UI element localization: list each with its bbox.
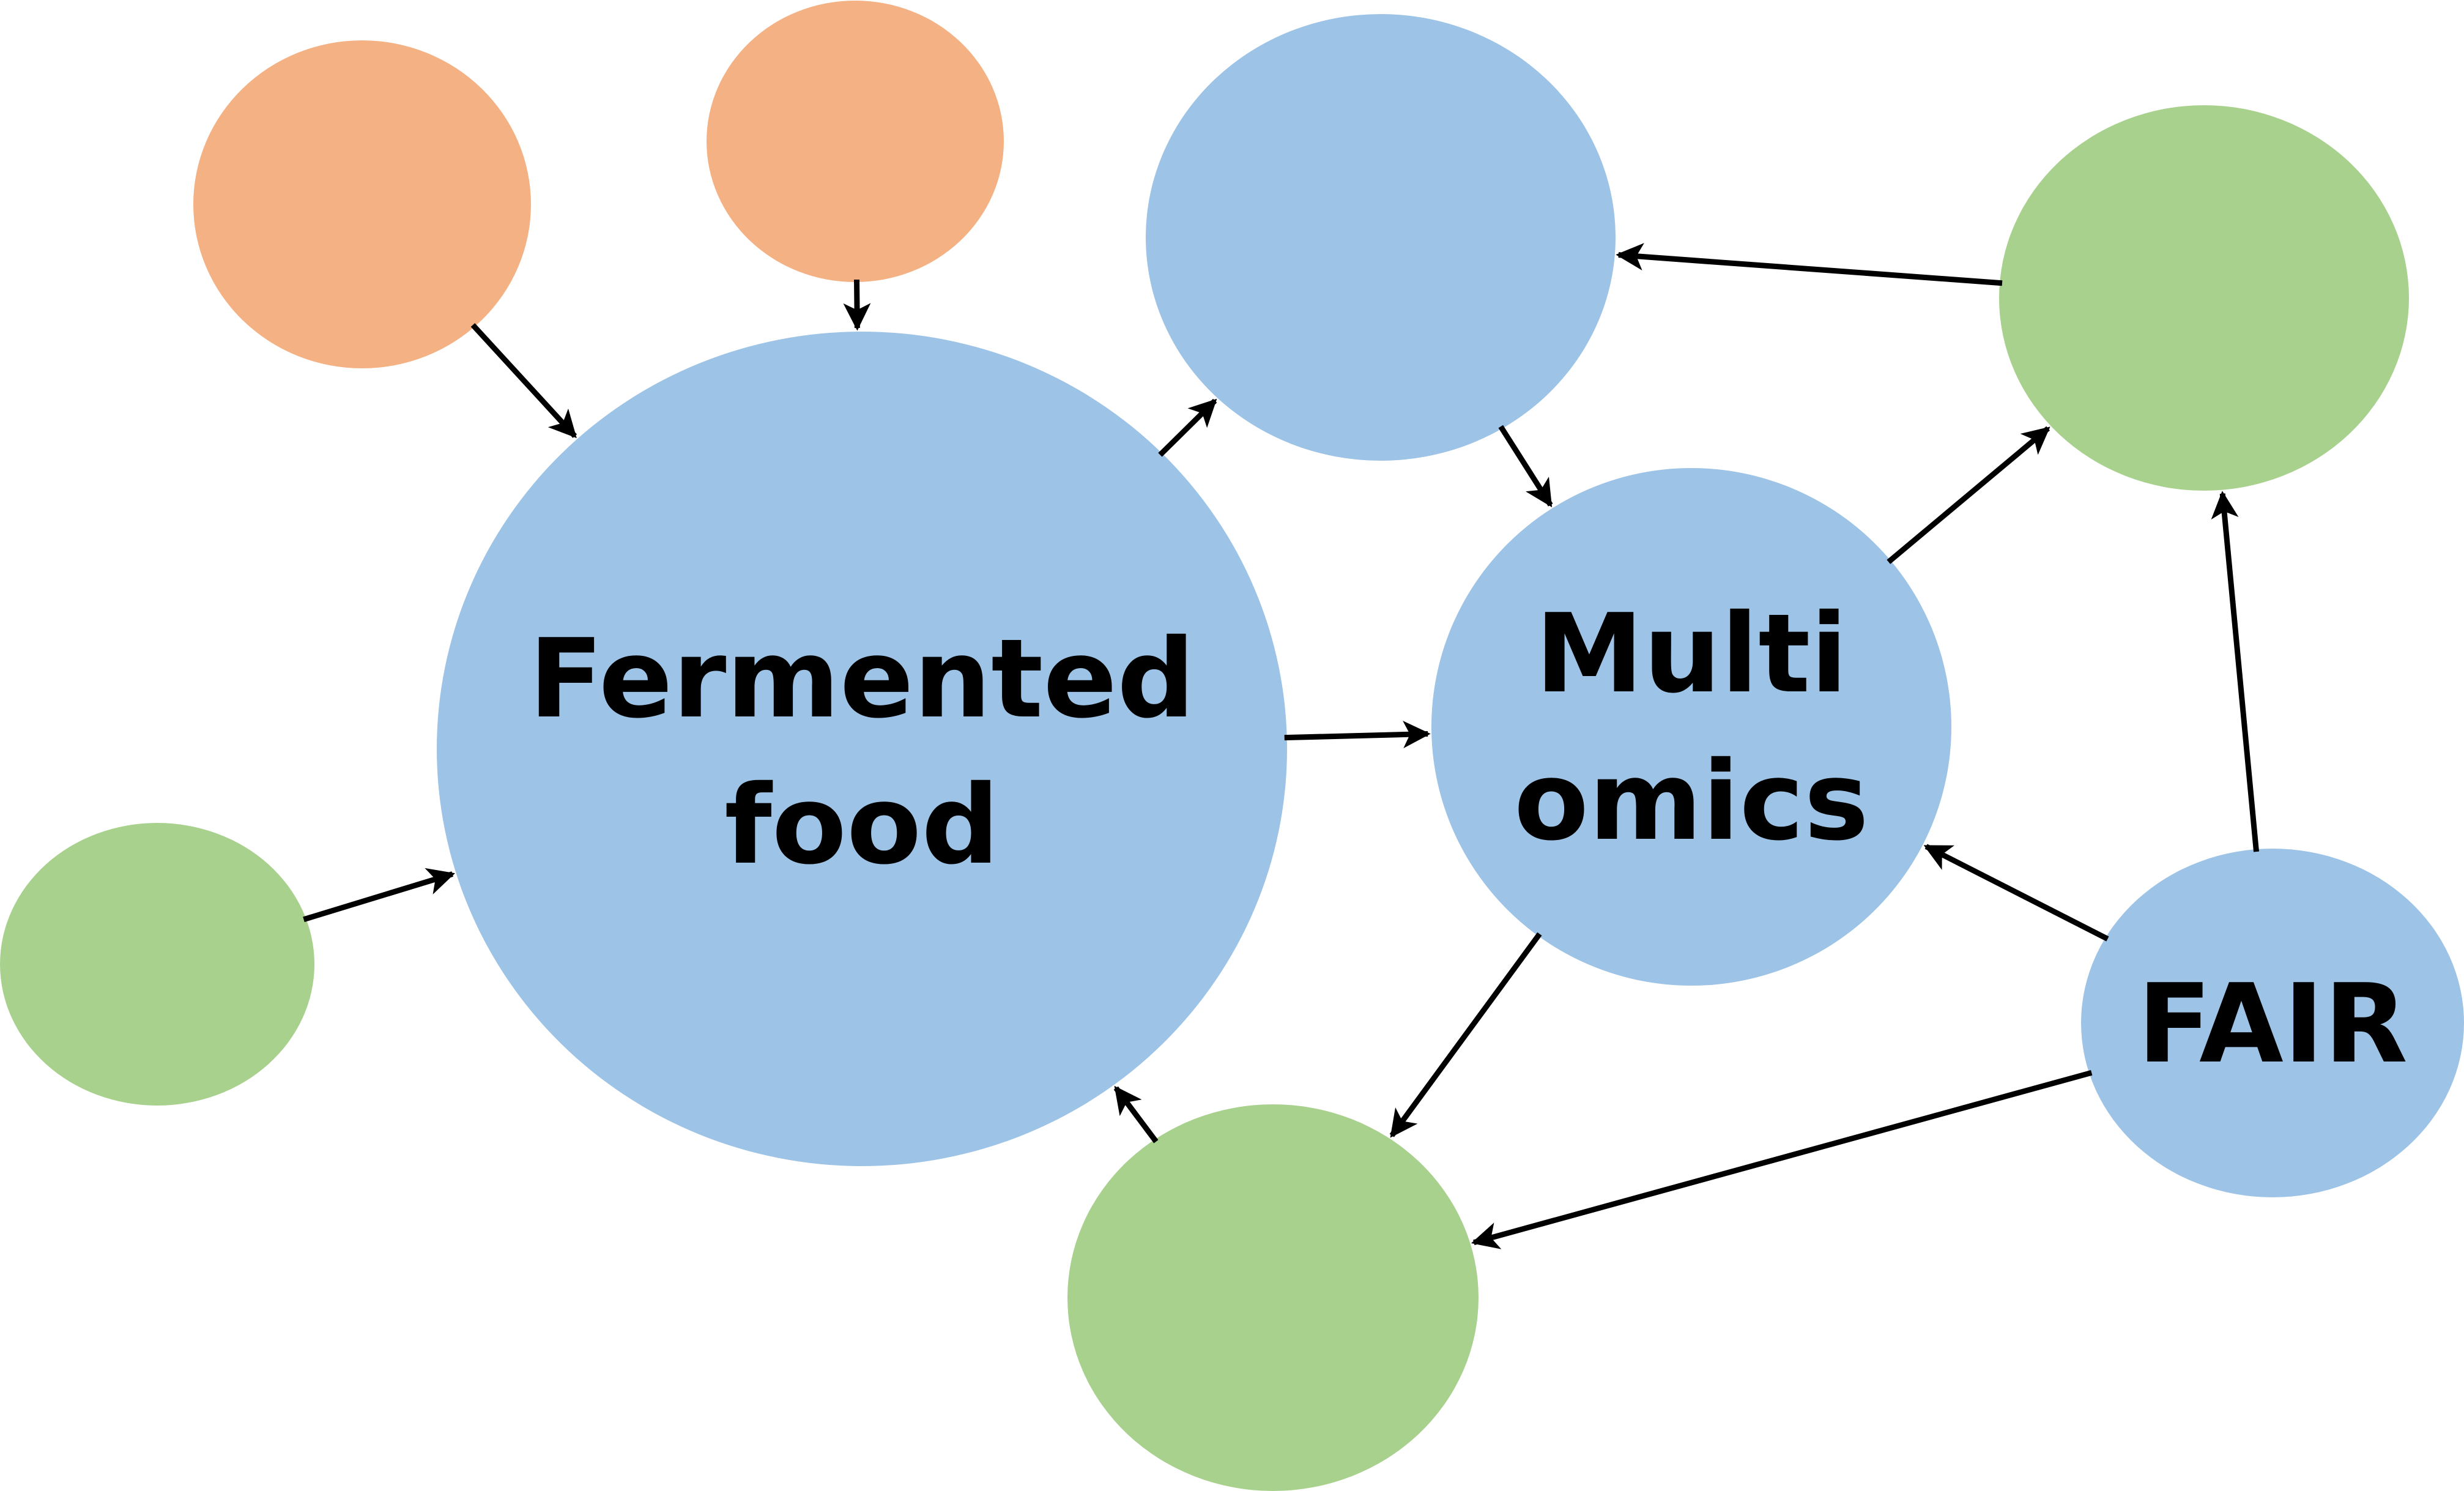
fermented-food-node	[437, 332, 1287, 1166]
blue-node-top	[1146, 14, 1616, 461]
orange-node-left	[193, 40, 531, 368]
arrow-multi-omics-to-green-bottom	[1389, 932, 1542, 1138]
fair-node	[2081, 849, 2464, 1197]
arrow-fair-to-green-bottom	[1471, 1069, 2093, 1249]
arrow-fair-to-multi-omics	[1923, 844, 2109, 942]
multi-omics-node	[1431, 468, 1951, 986]
arrow-green-top-right-to-top-blue	[1616, 243, 2003, 286]
arrow-fermented-food-to-multi-omics	[1284, 721, 1431, 749]
arrow-fermented-food-to-top-blue	[1158, 398, 1217, 457]
fair-label: FAIR	[2137, 961, 2408, 1087]
orange-node-top	[707, 1, 1004, 282]
arrow-orange-left-to-fermented-food	[470, 323, 577, 439]
arrow-orange-top-to-fermented-food	[843, 279, 871, 331]
green-node-left	[0, 823, 314, 1106]
green-node-bottom	[1067, 1104, 1479, 1491]
green-node-top-right	[1999, 105, 2409, 491]
multi-omics-label-line2: omics	[1514, 738, 1869, 864]
arrow-fair-to-green-top-right	[2211, 491, 2260, 852]
fermented-food-label-line2: food	[724, 762, 999, 888]
arrow-green-left-to-fermented-food	[303, 868, 455, 923]
edges-group	[303, 243, 2260, 1249]
multi-omics-label-line1: Multi	[1535, 590, 1848, 717]
arrow-green-bottom-to-fermented-food	[1113, 1085, 1159, 1143]
arrow-top-blue-to-multi-omics	[1498, 425, 1553, 508]
fermented-food-label-line1: Fermented	[529, 615, 1195, 742]
arrow-multi-omics-to-green-top-right	[1887, 426, 2050, 564]
